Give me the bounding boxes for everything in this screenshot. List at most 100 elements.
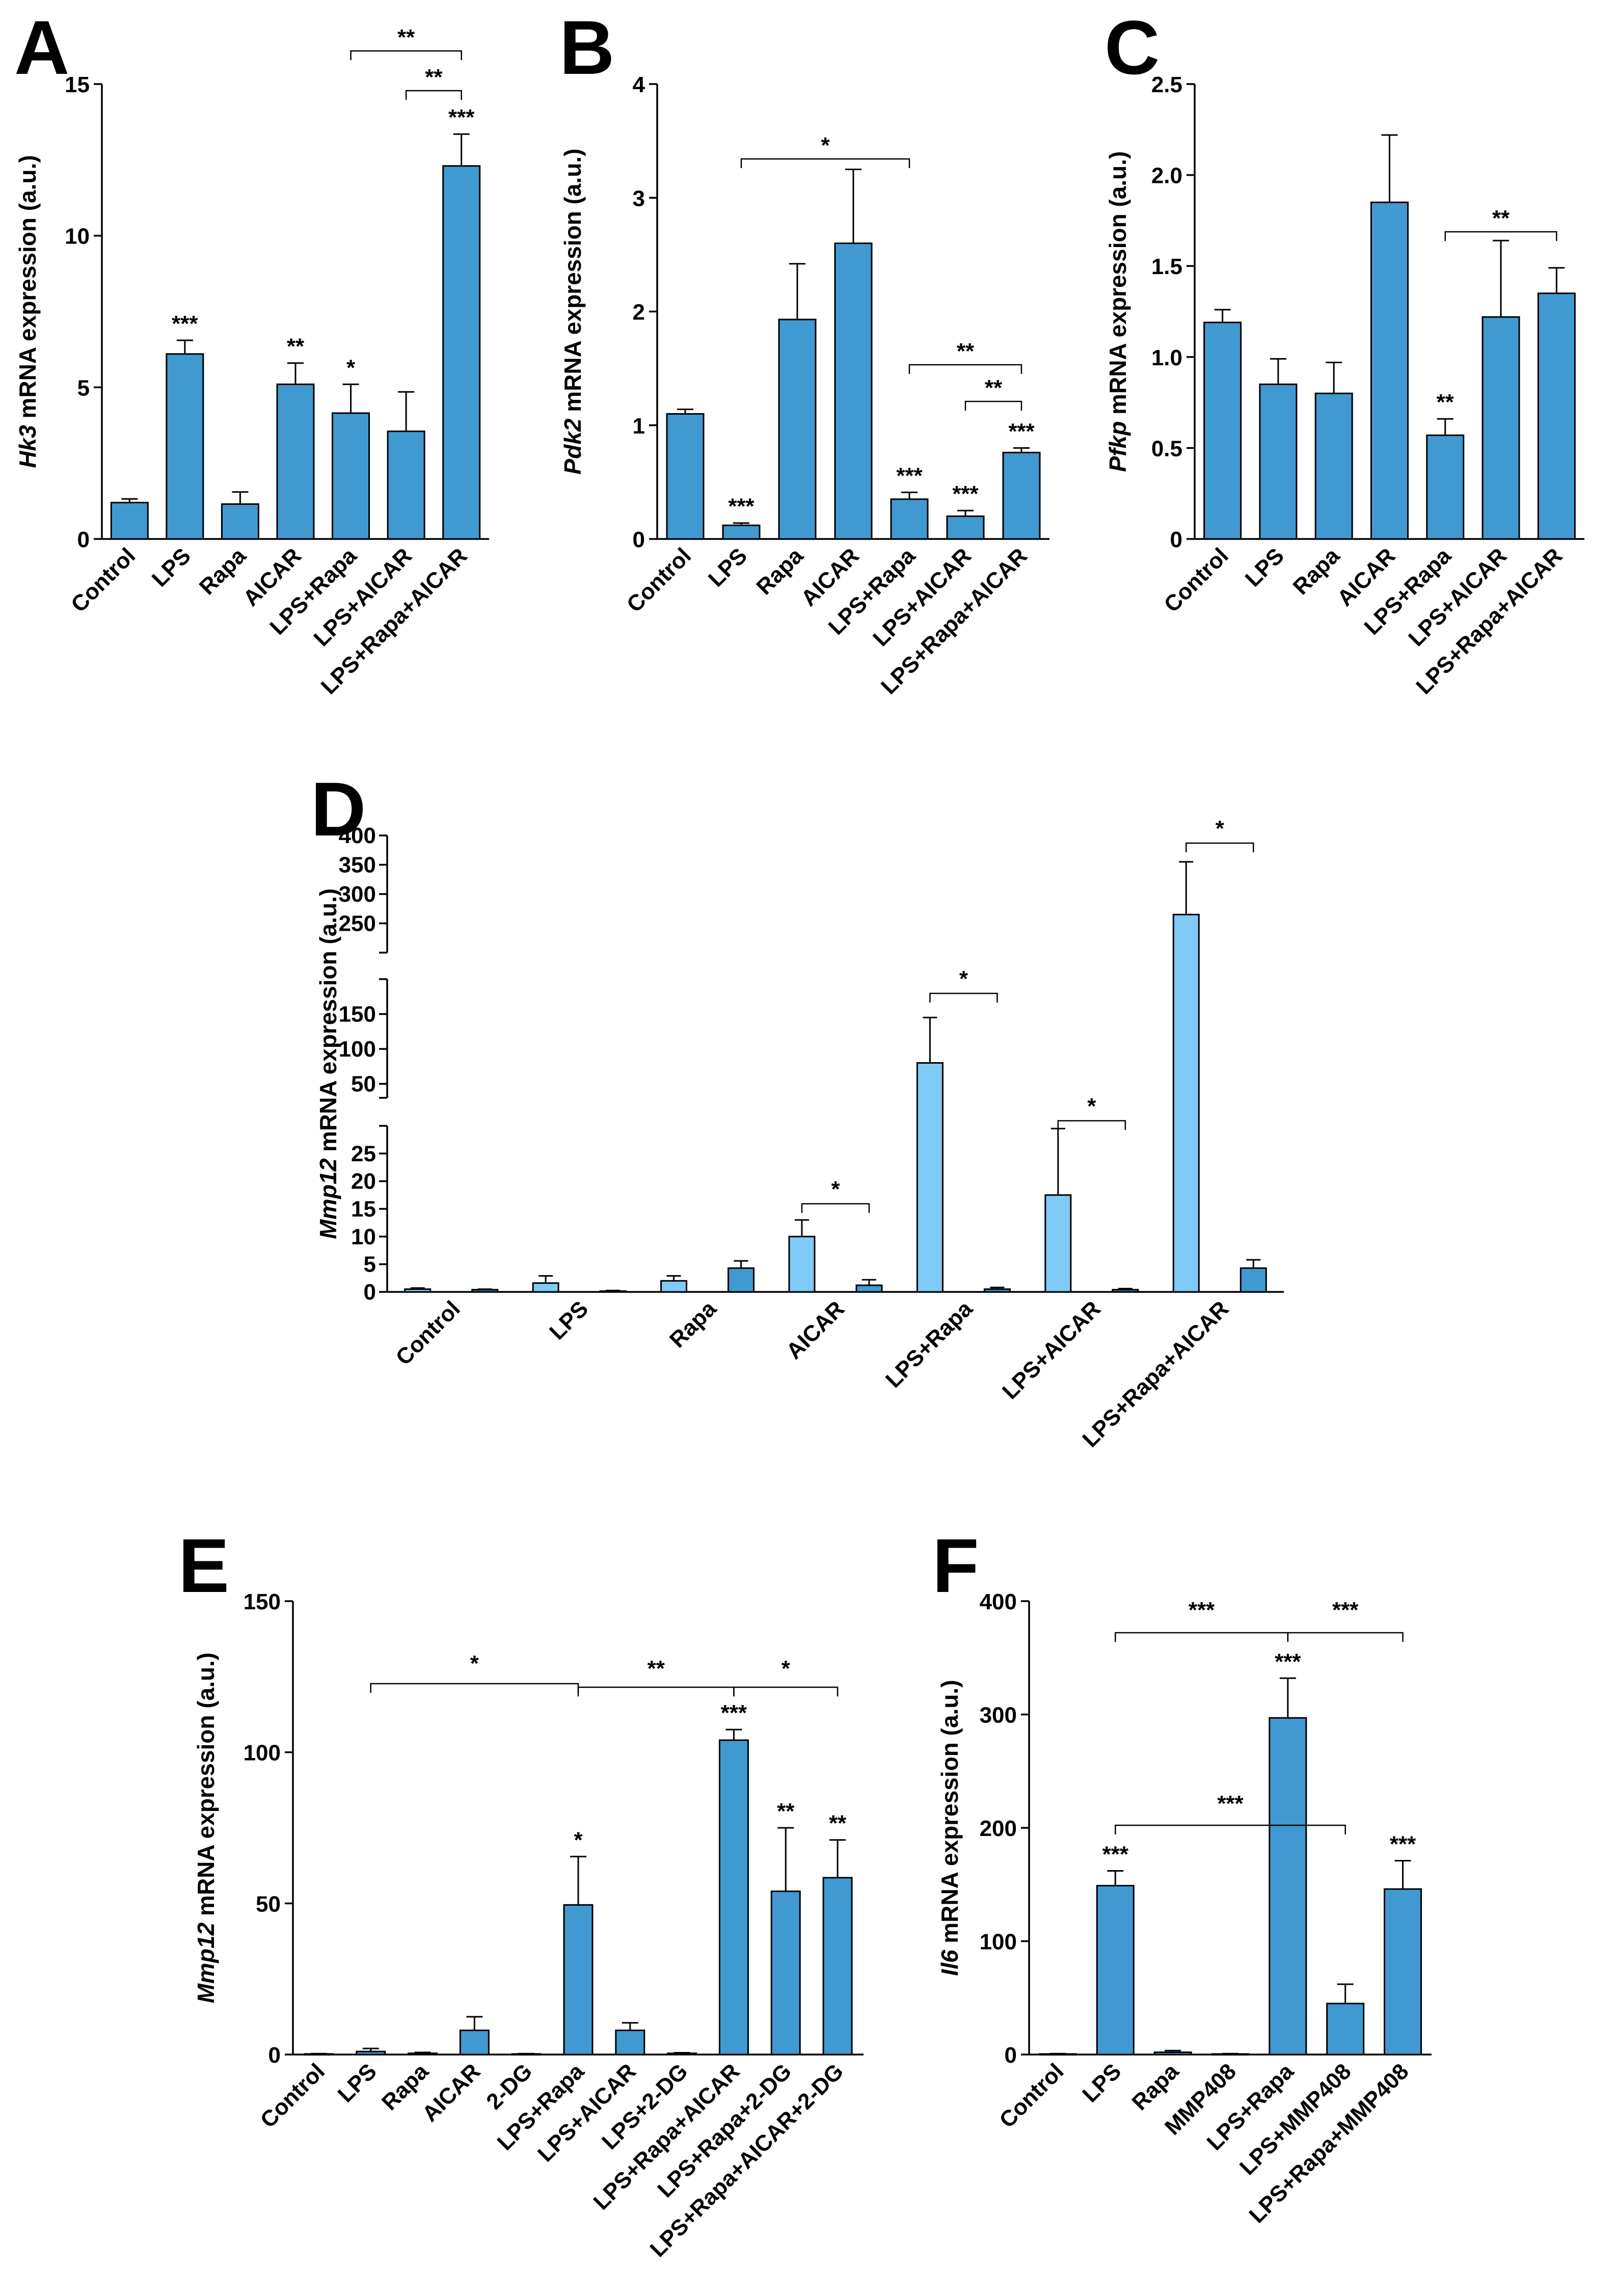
bar-light bbox=[788, 1235, 816, 1293]
bar bbox=[1384, 1888, 1422, 2056]
bar-dark bbox=[1112, 1289, 1139, 1293]
y-axis-unit: mRNA expression (a.u.) bbox=[936, 1680, 963, 1950]
bracket-label: * bbox=[470, 1651, 479, 1676]
y-axis-unit: mRNA expression (a.u.) bbox=[559, 149, 586, 419]
significance-bracket bbox=[405, 90, 462, 100]
bar-light bbox=[660, 1280, 688, 1293]
y-axis-unit: mRNA expression (a.u.) bbox=[193, 1653, 219, 1923]
bar bbox=[1314, 392, 1353, 540]
bar-light bbox=[1172, 913, 1200, 1293]
significance-label: ** bbox=[1437, 390, 1454, 415]
chart-panel-e: 0 50 100 150 Mmp12 mRNA expression (a.u.) Con… bbox=[193, 1589, 864, 2262]
y-axis-label: Mmp12 mRNA expression (a.u.) bbox=[193, 1653, 219, 2003]
bar bbox=[1537, 292, 1576, 540]
y-tick-label: 10 bbox=[65, 224, 90, 249]
significance-bracket bbox=[740, 158, 910, 168]
y-tick-label: 3 bbox=[633, 186, 645, 211]
category-label: Control bbox=[256, 2059, 330, 2132]
bar-dark bbox=[855, 1284, 883, 1293]
significance-bracket bbox=[929, 992, 998, 1003]
y-tick-label: 20 bbox=[351, 1169, 376, 1194]
bar bbox=[442, 165, 481, 540]
bar bbox=[1481, 316, 1520, 540]
y-tick-label: 0 bbox=[268, 2043, 281, 2068]
bar bbox=[356, 2050, 386, 2056]
y-axis-label: Pfkp mRNA expression (a.u.) bbox=[1104, 151, 1131, 472]
y-axis-label: Hk3 mRNA expression (a.u.) bbox=[14, 155, 41, 468]
bar bbox=[722, 524, 761, 540]
significance-bracket bbox=[801, 1203, 870, 1213]
category-label: LPS+AICAR bbox=[998, 1296, 1106, 1404]
category-label: LPS+Rapa bbox=[881, 1296, 978, 1393]
significance-bracket bbox=[370, 1683, 579, 1693]
bar bbox=[615, 2030, 645, 2056]
category-label: LPS bbox=[545, 1296, 593, 1344]
category-label: Control bbox=[622, 543, 696, 617]
bar bbox=[1203, 321, 1242, 540]
category-label: LPS bbox=[1241, 543, 1289, 591]
bracket-label: * bbox=[831, 1177, 840, 1202]
y-tick-label: 4 bbox=[633, 72, 645, 97]
bar bbox=[1269, 1717, 1307, 2056]
bar bbox=[718, 1739, 749, 2056]
bar bbox=[1002, 451, 1041, 540]
svg-text:F: F bbox=[932, 1523, 979, 1608]
bar-light bbox=[916, 1062, 944, 1293]
svg-text:E: E bbox=[178, 1523, 229, 1608]
bar-dark bbox=[983, 1288, 1011, 1293]
bracket-label: ** bbox=[985, 375, 1003, 400]
bracket-label: * bbox=[1087, 1094, 1096, 1119]
chart-panel-c: 0 0.5 1.0 1.5 2.0 2.5 Pfkp mRNA expression (a.… bbox=[1104, 72, 1584, 699]
significance-bracket bbox=[1287, 1632, 1404, 1642]
bar bbox=[332, 412, 370, 540]
significance-label: *** bbox=[896, 463, 923, 488]
bar bbox=[822, 1877, 853, 2056]
y-tick-label: 5 bbox=[77, 375, 90, 400]
bar-light bbox=[1044, 1194, 1072, 1293]
y-tick-label: 100 bbox=[980, 1930, 1017, 1955]
bracket-label: ** bbox=[957, 339, 975, 364]
significance-bracket bbox=[964, 400, 1022, 411]
significance-label: * bbox=[574, 1827, 583, 1852]
bar-dark bbox=[727, 1267, 755, 1293]
significance-label: * bbox=[346, 355, 356, 380]
y-axis-label: Il6 mRNA expression (a.u.) bbox=[936, 1680, 963, 1976]
bar bbox=[221, 503, 259, 540]
significance-bracket bbox=[350, 50, 462, 60]
bar-dark bbox=[471, 1289, 499, 1293]
significance-label: *** bbox=[1008, 419, 1035, 444]
svg-text:A: A bbox=[14, 5, 69, 90]
category-label: Control bbox=[994, 2059, 1068, 2132]
significance-label: *** bbox=[728, 494, 754, 519]
category-label: Control bbox=[1159, 543, 1233, 617]
significance-label: *** bbox=[1275, 1649, 1301, 1674]
significance-bracket bbox=[1444, 231, 1557, 241]
significance-label: *** bbox=[448, 105, 475, 130]
y-tick-label: 15 bbox=[351, 1197, 376, 1222]
bar bbox=[770, 1890, 801, 2056]
bar bbox=[1153, 2051, 1192, 2056]
category-label: LPS bbox=[333, 2059, 382, 2107]
category-label: LPS bbox=[704, 543, 752, 591]
bar bbox=[459, 2030, 490, 2056]
chart-panel-f: 0 100 200 300 400 Il6 mRNA expression (a.u.) C… bbox=[936, 1589, 1432, 2228]
chart-panel-b: 0 1 2 3 4 Pdk2 mRNA expression (a.u.) Control *… bbox=[559, 72, 1049, 699]
y-tick-label: 2.0 bbox=[1151, 164, 1182, 188]
bracket-label: * bbox=[1216, 816, 1225, 841]
svg-text:C: C bbox=[1104, 5, 1160, 90]
category-label: Rapa bbox=[665, 1296, 721, 1353]
y-tick-label: 150 bbox=[244, 1589, 281, 1614]
y-axis-gene: Il6 bbox=[936, 1950, 963, 1976]
chart-panel-a: 0 5 10 15 Hk3 mRNA expression (a.u.) Control *… bbox=[14, 25, 489, 699]
bar bbox=[666, 413, 705, 540]
y-tick-label: 300 bbox=[339, 882, 376, 907]
category-label: Control bbox=[391, 1296, 465, 1370]
bracket-label: *** bbox=[1189, 1598, 1215, 1623]
significance-bracket bbox=[908, 364, 1022, 374]
y-axis-unit: mRNA expression (a.u.) bbox=[14, 155, 41, 425]
bracket-label: ** bbox=[425, 65, 443, 90]
y-axis-unit: mRNA expression (a.u.) bbox=[315, 888, 341, 1158]
bar bbox=[387, 430, 425, 540]
bracket-label: * bbox=[821, 133, 830, 158]
